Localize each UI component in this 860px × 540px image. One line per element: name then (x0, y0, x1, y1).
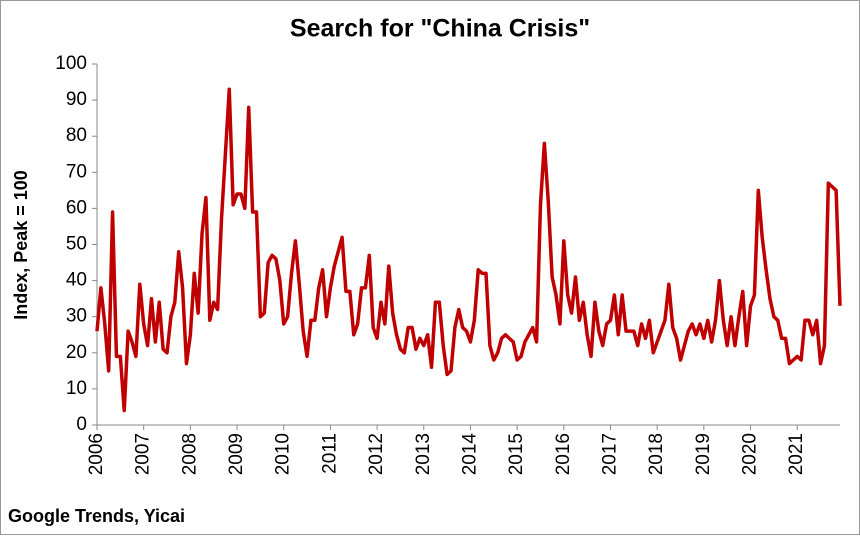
y-tick-label: 0 (76, 414, 87, 435)
y-tick-label: 80 (66, 125, 87, 146)
x-tick-label: 2019 (693, 433, 714, 475)
x-tick-label: 2011 (319, 433, 340, 474)
y-tick-label: 30 (66, 306, 87, 327)
x-tick-label: 2021 (786, 433, 807, 475)
x-tick-label: 2017 (600, 433, 621, 475)
x-tick-label: 2010 (273, 433, 294, 475)
x-tick-label: 2014 (459, 433, 480, 476)
y-tick-label: 20 (66, 342, 87, 363)
x-tick-label: 2007 (133, 433, 154, 475)
source: Google Trends, Yicai (8, 506, 185, 526)
y-tick-label: 60 (66, 197, 87, 218)
x-tick-label: 2020 (740, 433, 761, 475)
y-axis-label: Index, Peak = 100 (11, 170, 31, 320)
y-tick-label: 40 (66, 270, 87, 291)
x-tick-label: 2015 (506, 433, 527, 475)
y-tick-label: 70 (66, 161, 87, 182)
x-tick-label: 2006 (86, 433, 107, 475)
x-tick-label: 2016 (553, 433, 574, 475)
x-tick-label: 2013 (413, 433, 434, 475)
x-tick-label: 2012 (366, 433, 387, 475)
data-line (95, 87, 842, 413)
y-tick-label: 10 (66, 378, 87, 399)
chart-title: Search for "China Crisis" (290, 15, 590, 43)
x-tick-label: 2009 (226, 433, 247, 475)
y-tick-label: 100 (55, 53, 87, 74)
x-tick-label: 2008 (179, 433, 200, 475)
x-tick-label: 2018 (646, 433, 667, 475)
y-tick-label: 50 (66, 234, 87, 255)
y-tick-label: 90 (66, 89, 87, 110)
